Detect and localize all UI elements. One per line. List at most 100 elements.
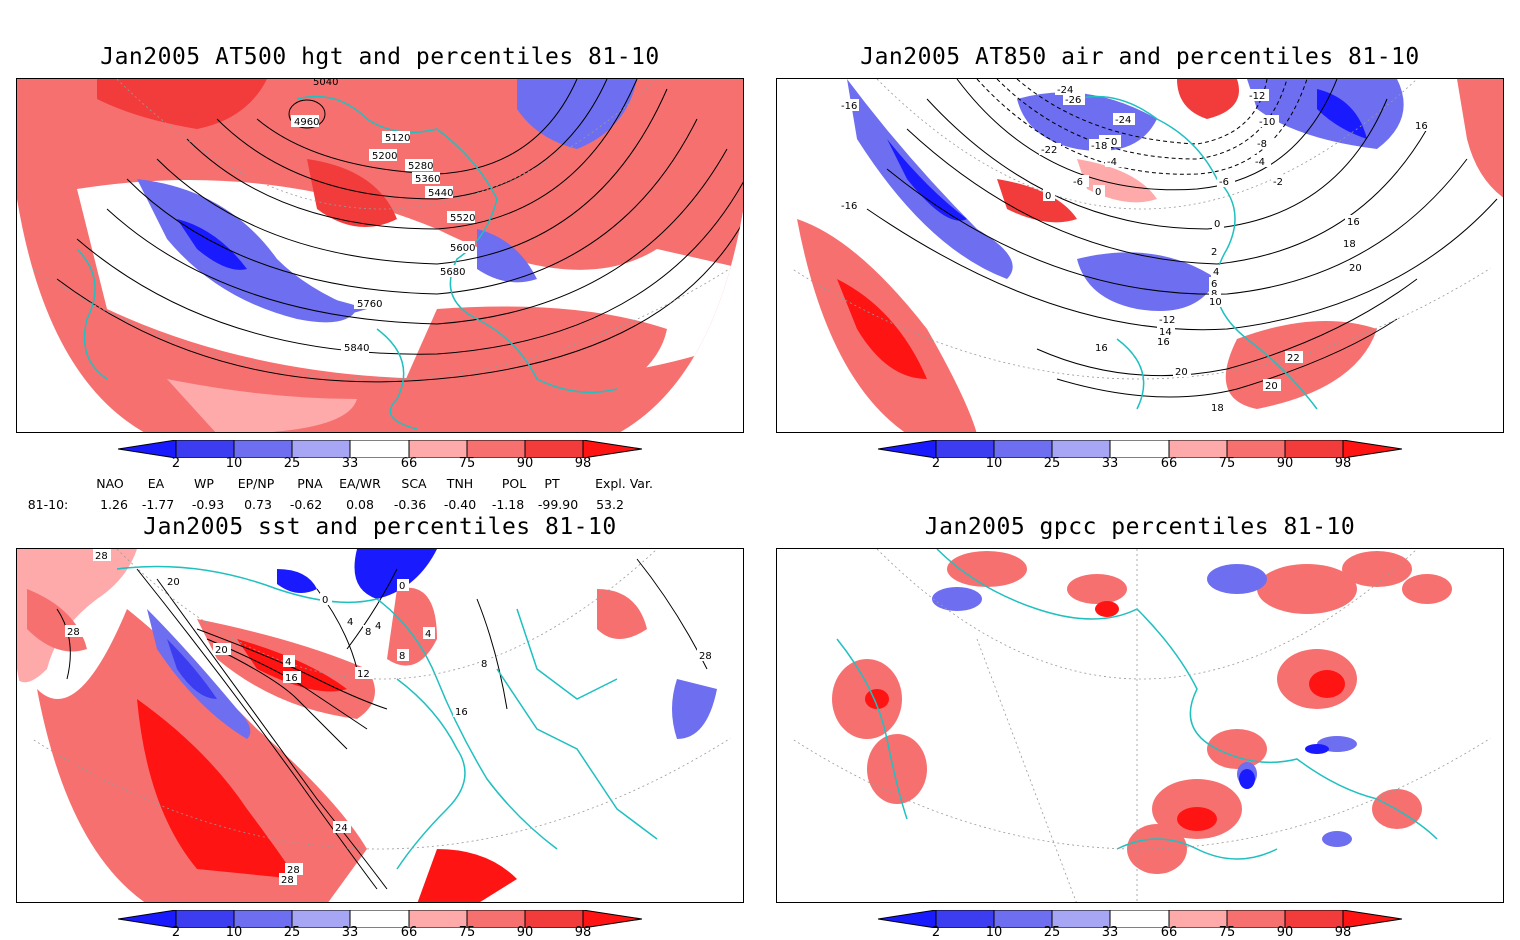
colorbar-swatch bbox=[467, 440, 525, 458]
colorbar-label: 66 bbox=[1160, 456, 1178, 471]
contour-label: 12 bbox=[357, 669, 370, 680]
colorbar-label: 25 bbox=[1043, 925, 1061, 940]
colorbar-label: 33 bbox=[341, 925, 359, 940]
contour-label: 16 bbox=[1157, 337, 1170, 348]
contour-label: 0 bbox=[1045, 191, 1051, 202]
contour-label: 5200 bbox=[372, 151, 397, 162]
index-value: -1.77 bbox=[141, 497, 175, 512]
colorbar-sst bbox=[118, 910, 642, 928]
contour-label: 18 bbox=[1343, 239, 1356, 250]
colorbar-label: 90 bbox=[1276, 456, 1294, 471]
contour-label: 24 bbox=[335, 823, 348, 834]
contour-label: 20 bbox=[1175, 367, 1188, 378]
colorbar-swatch bbox=[878, 440, 936, 458]
colorbar-air bbox=[878, 440, 1402, 458]
map-panel-air: -16 -24 -26 -22 -12 -10 -24 -2 0 -18 -8 -… bbox=[776, 78, 1504, 433]
contour-label: 4960 bbox=[294, 117, 319, 128]
contour-label: 28 bbox=[699, 651, 712, 662]
contour-label: 28 bbox=[287, 865, 300, 876]
contour-label: 0 bbox=[322, 595, 328, 606]
index-value: 53.2 bbox=[596, 497, 624, 512]
contour-label: -6 bbox=[1219, 177, 1229, 188]
colorbar-label: 98 bbox=[574, 925, 592, 940]
index-header: SCA bbox=[401, 476, 427, 491]
index-header: WP bbox=[194, 476, 214, 491]
contour-label: 28 bbox=[281, 875, 294, 886]
contour-label: -26 bbox=[1065, 95, 1081, 106]
colorbar-swatch bbox=[1285, 910, 1343, 928]
index-header: Expl. Var. bbox=[595, 476, 653, 491]
contour-label: 14 bbox=[1159, 327, 1172, 338]
colorbar-label: 33 bbox=[341, 456, 359, 471]
colorbar-swatch bbox=[1110, 910, 1169, 928]
colorbar-swatch bbox=[1052, 440, 1110, 458]
contour-label: 8 bbox=[481, 659, 487, 670]
colorbar-label: 75 bbox=[458, 456, 476, 471]
colorbar-label: 2 bbox=[171, 456, 181, 471]
map-panel-sst: 28 20 28 0 0 4 8 4 4 8 20 4 16 12 8 16 2… bbox=[16, 548, 744, 903]
colorbar-label: 25 bbox=[283, 925, 301, 940]
contour-label: 5600 bbox=[450, 243, 475, 254]
colorbar-swatch bbox=[234, 910, 292, 928]
contour-label: 16 bbox=[285, 673, 298, 684]
contour-label: 5040 bbox=[313, 79, 338, 88]
colorbar-swatch bbox=[409, 910, 467, 928]
colorbar-swatch bbox=[1227, 440, 1285, 458]
colorbar-label: 75 bbox=[458, 925, 476, 940]
contour-label: 4 bbox=[375, 621, 381, 632]
index-header: NAO bbox=[96, 476, 124, 491]
colorbar-label: 90 bbox=[1276, 925, 1294, 940]
contour-label: -12 bbox=[1159, 315, 1175, 326]
contour-label: 18 bbox=[1211, 403, 1224, 414]
index-value: -0.40 bbox=[443, 497, 477, 512]
colorbar-label: 25 bbox=[283, 456, 301, 471]
colorbar-swatch bbox=[350, 910, 409, 928]
contour-label: 0 bbox=[1095, 187, 1101, 198]
contour-label: 8 bbox=[1211, 289, 1217, 300]
contour-label: 5280 bbox=[408, 161, 433, 172]
contour-label: 10 bbox=[1209, 297, 1222, 308]
contour-label: 4 bbox=[425, 629, 431, 640]
index-value: 0.08 bbox=[346, 497, 374, 512]
colorbar-hgt bbox=[118, 440, 642, 458]
index-header: POL bbox=[501, 476, 527, 491]
colorbar-label: 90 bbox=[516, 925, 534, 940]
colorbar-swatch bbox=[1110, 440, 1169, 458]
index-value: 0.73 bbox=[244, 497, 272, 512]
index-header: PNA bbox=[297, 476, 323, 491]
colorbar-swatch bbox=[1285, 440, 1343, 458]
colorbar-swatch bbox=[292, 910, 350, 928]
colorbar-swatch bbox=[525, 440, 583, 458]
colorbar-swatch bbox=[878, 910, 936, 928]
colorbar-label: 2 bbox=[171, 925, 181, 940]
contour-label: 5680 bbox=[440, 267, 465, 278]
contour-label: -6 bbox=[1073, 177, 1083, 188]
contour-label: -24 bbox=[1115, 115, 1131, 126]
index-value: -99.90 bbox=[537, 497, 579, 512]
contour-label: 20 bbox=[215, 645, 228, 656]
contour-label: 16 bbox=[1415, 121, 1428, 132]
colorbar-swatch bbox=[1227, 910, 1285, 928]
contour-label: 16 bbox=[1347, 217, 1360, 228]
index-value: -1.18 bbox=[491, 497, 525, 512]
colorbar-label: 98 bbox=[574, 456, 592, 471]
map-panel-gpcc bbox=[776, 548, 1504, 903]
contour-label: 2 bbox=[1211, 247, 1217, 258]
colorbar-label: 10 bbox=[985, 925, 1003, 940]
colorbar-label: 90 bbox=[516, 456, 534, 471]
panel-title-gpcc: Jan2005 gpcc percentiles 81-10 bbox=[924, 514, 1356, 540]
contour-label: 5120 bbox=[385, 133, 410, 144]
contour-label: -12 bbox=[1249, 91, 1265, 102]
colorbar-label: 10 bbox=[225, 925, 243, 940]
contour-label: 28 bbox=[67, 627, 80, 638]
colorbar-label: 33 bbox=[1101, 925, 1119, 940]
colorbar-label: 10 bbox=[225, 456, 243, 471]
contour-label: 20 bbox=[1265, 381, 1278, 392]
colorbar-swatch bbox=[583, 440, 642, 458]
index-header: EA bbox=[147, 476, 165, 491]
contour-label: 4 bbox=[1213, 267, 1219, 278]
contour-label: 5840 bbox=[344, 343, 369, 354]
contour-label: 22 bbox=[1287, 353, 1300, 364]
colorbar-label: 2 bbox=[931, 925, 941, 940]
contour-label: 28 bbox=[95, 551, 108, 562]
